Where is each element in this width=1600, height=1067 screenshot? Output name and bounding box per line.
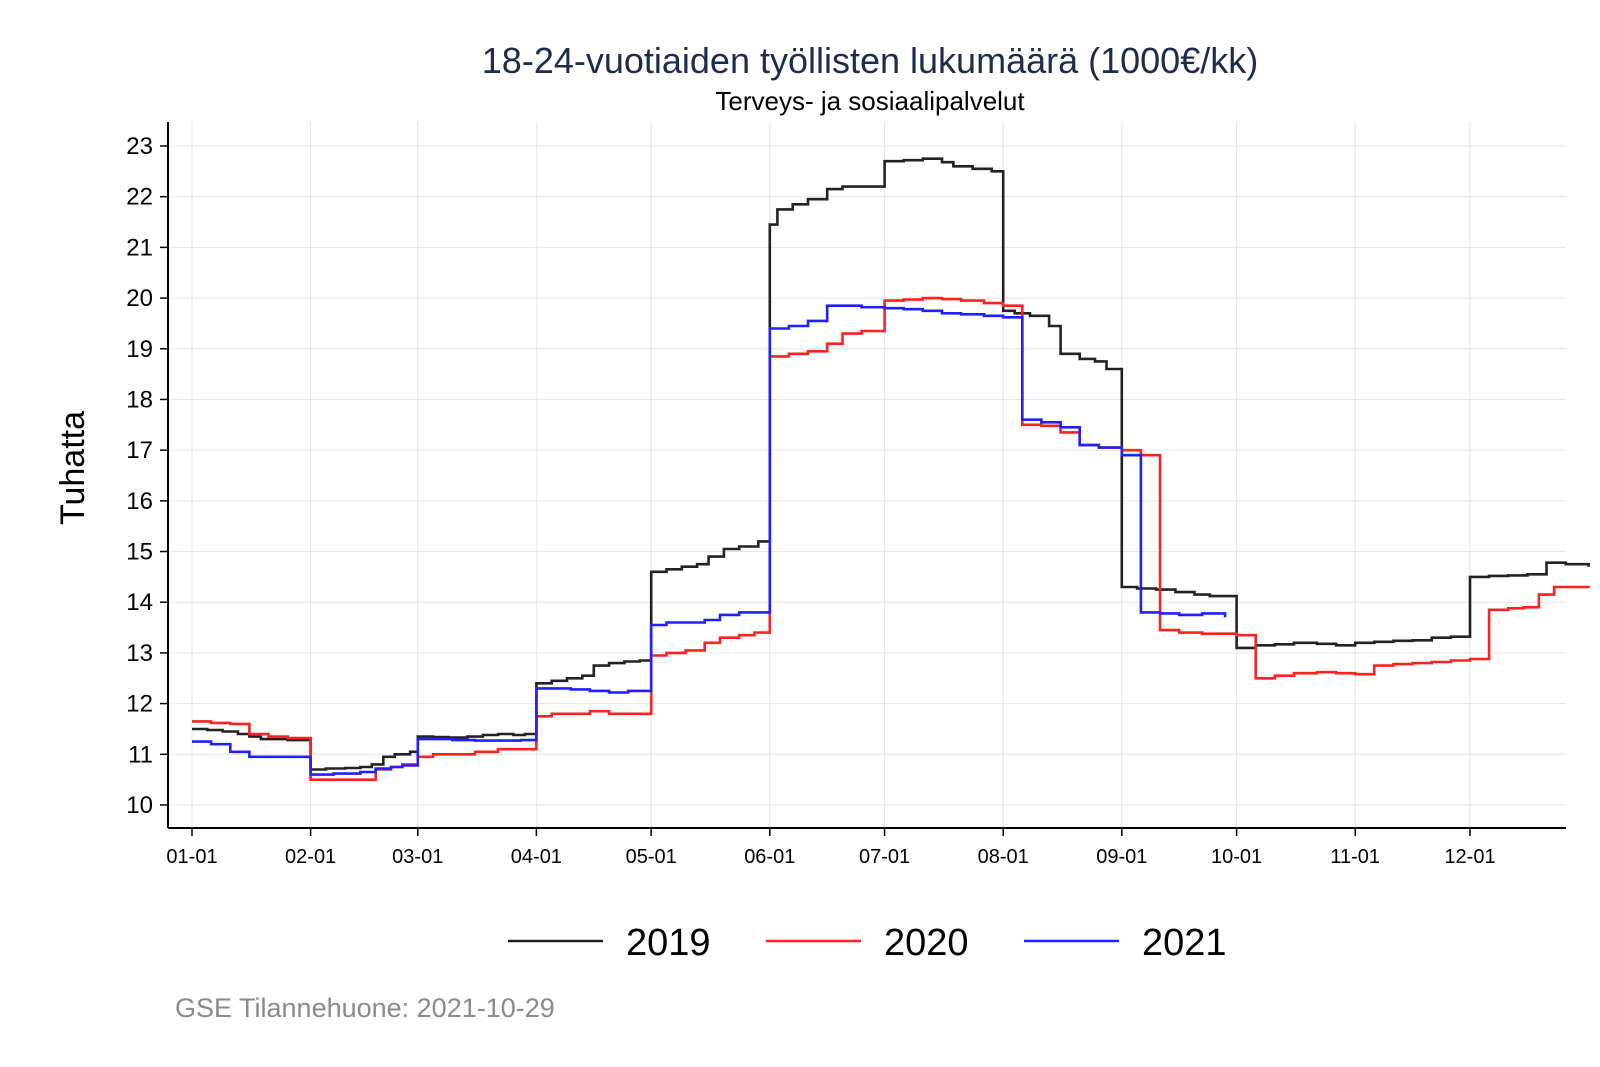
x-tick-label: 03-01	[392, 846, 443, 868]
x-tick-label: 05-01	[626, 846, 677, 868]
y-ticks: 10 11 12 13 14 15 16 17 18 19 20 21 22 23	[126, 133, 168, 819]
y-tick-label: 18	[126, 386, 153, 413]
y-axis-label: Tuhatta	[54, 411, 92, 525]
x-tick-label: 01-01	[166, 846, 217, 868]
series-line-2020	[192, 296, 1590, 781]
series-line-2019	[192, 157, 1590, 771]
x-tick-label: 04-01	[511, 846, 562, 868]
x-tick-label: 06-01	[744, 846, 795, 868]
chart-subtitle: Terveys- ja sosiaalipalvelut	[715, 86, 1025, 116]
y-tick-label: 19	[126, 336, 153, 363]
grid	[168, 122, 1566, 828]
y-tick-label: 12	[126, 691, 153, 718]
legend: 2019 2020 2021	[508, 922, 1227, 964]
x-tick-label: 11-01	[1330, 846, 1380, 868]
y-tick-label: 15	[126, 539, 153, 566]
x-ticks: 01-01 02-01 03-01 04-01 05-01 06-01 07-01 08-01…	[166, 828, 1496, 868]
x-tick-label: 02-01	[285, 846, 336, 868]
x-tick-label: 12-01	[1444, 846, 1495, 868]
y-tick-label: 14	[126, 589, 153, 616]
legend-label-2021: 2021	[1142, 922, 1227, 964]
x-tick-label: 08-01	[978, 846, 1029, 868]
y-tick-label: 16	[126, 488, 153, 515]
y-tick-label: 10	[126, 792, 153, 819]
y-tick-label: 22	[126, 184, 153, 211]
x-tick-label: 07-01	[859, 846, 910, 868]
legend-label-2019: 2019	[626, 922, 711, 964]
axes	[167, 122, 1566, 829]
x-tick-label: 10-01	[1211, 846, 1262, 868]
y-tick-label: 23	[126, 133, 153, 160]
y-tick-label: 13	[126, 640, 153, 667]
x-tick-label: 09-01	[1096, 846, 1147, 868]
y-tick-label: 21	[126, 234, 153, 261]
legend-label-2020: 2020	[884, 922, 969, 964]
y-tick-label: 20	[126, 285, 153, 312]
series-line-2021	[192, 304, 1227, 776]
source-caption: GSE Tilannehuone: 2021-10-29	[175, 993, 555, 1023]
y-tick-label: 17	[126, 437, 153, 464]
series-lines	[192, 157, 1590, 781]
y-tick-label: 11	[128, 741, 153, 768]
chart-title: 18-24-vuotiaiden työllisten lukumäärä (1…	[482, 40, 1258, 81]
